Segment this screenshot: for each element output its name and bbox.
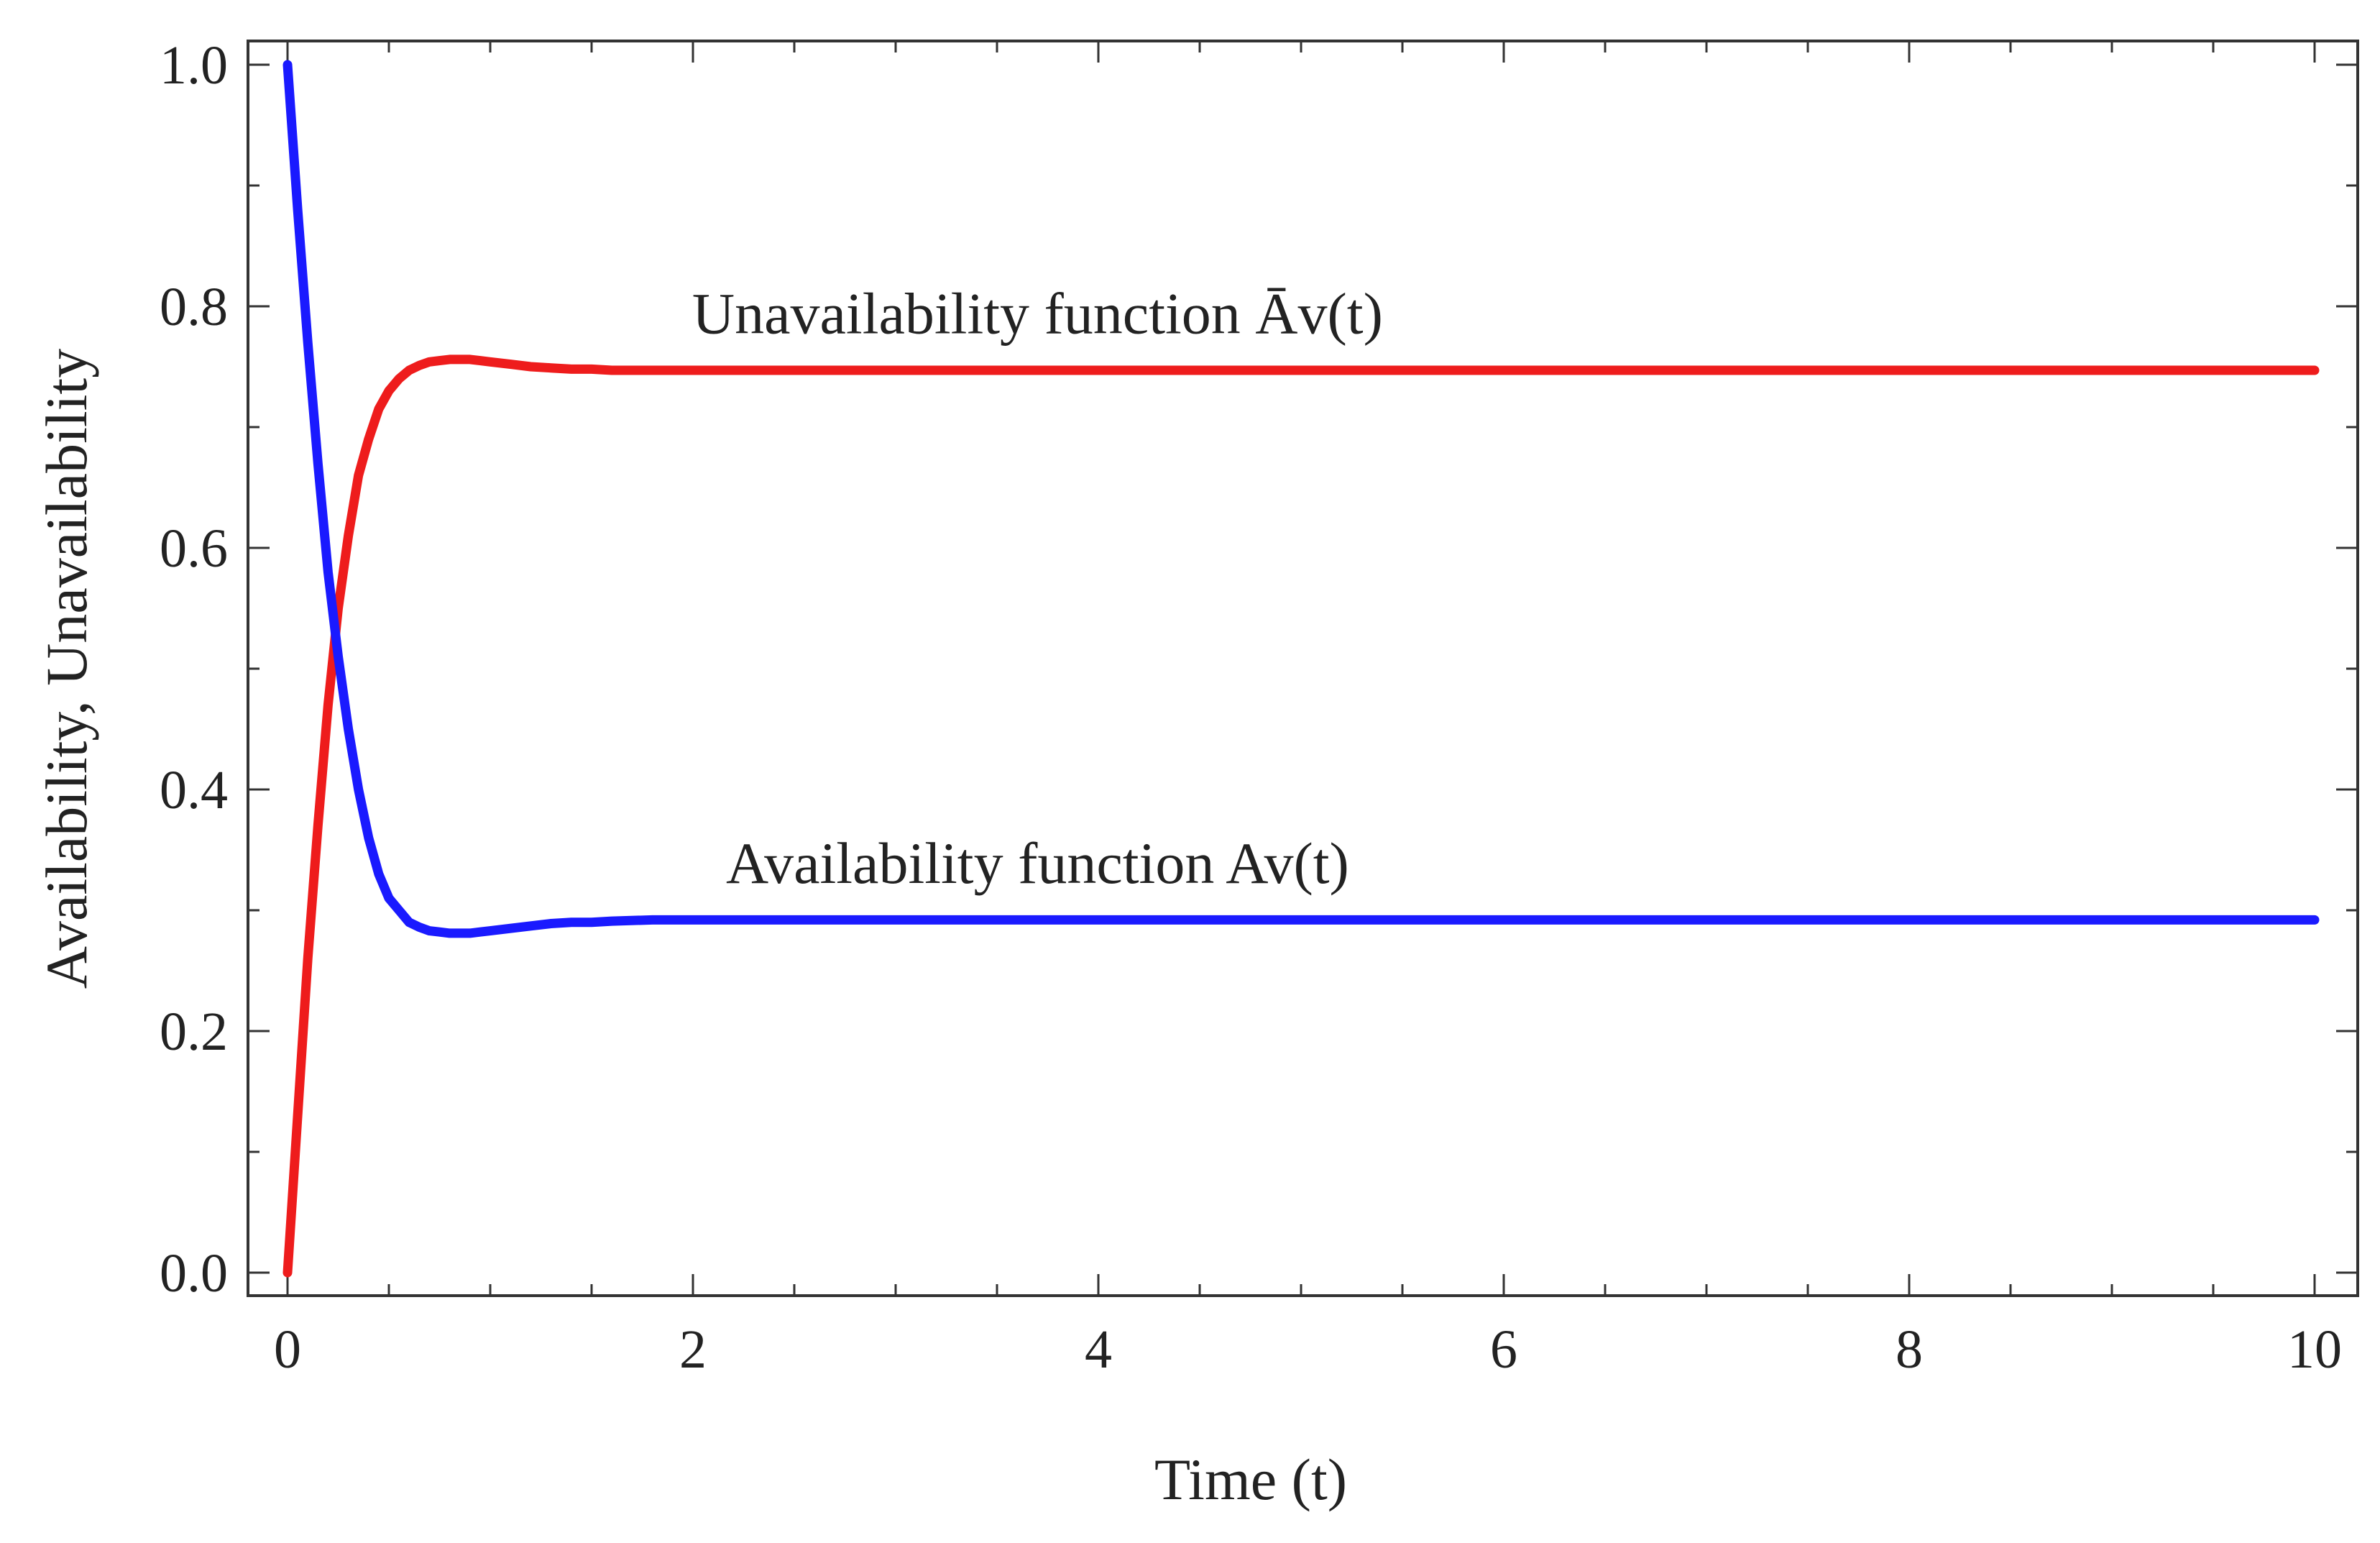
x-tick-label: 6 [1490, 1319, 1517, 1380]
y-tick-label: 0.8 [160, 277, 228, 337]
x-tick-label: 10 [2287, 1319, 2342, 1380]
y-tick-label: 0.2 [160, 1002, 228, 1062]
y-tick-label: 1.0 [160, 35, 228, 96]
unavailability-annotation: Unavailability function Āv(t) [692, 281, 1383, 347]
x-tick-label: 4 [1085, 1319, 1112, 1380]
x-tick-label: 0 [274, 1319, 301, 1380]
y-tick-label: 0.4 [160, 760, 228, 820]
labels: 0 2 4 6 8 10 0.0 0.2 0.4 0.6 0.8 1.0 Unavailability … [160, 35, 2342, 1380]
availability-annotation: Availability function Av(t) [726, 830, 1349, 896]
series-unavailability-line [282, 354, 2320, 1278]
tick-marks [248, 41, 2358, 1296]
series-availability-line [282, 60, 2320, 938]
x-tick-label: 8 [1896, 1319, 1923, 1380]
x-tick-label: 2 [679, 1319, 707, 1380]
y-axis-title: Availability, Unavailability [34, 349, 99, 989]
y-tick-label: 0.0 [160, 1243, 228, 1304]
x-axis-title: Time (t) [1154, 1447, 1347, 1512]
series-lines [282, 60, 2320, 1278]
y-tick-label: 0.6 [160, 518, 228, 579]
plot-frame [247, 40, 2359, 1297]
